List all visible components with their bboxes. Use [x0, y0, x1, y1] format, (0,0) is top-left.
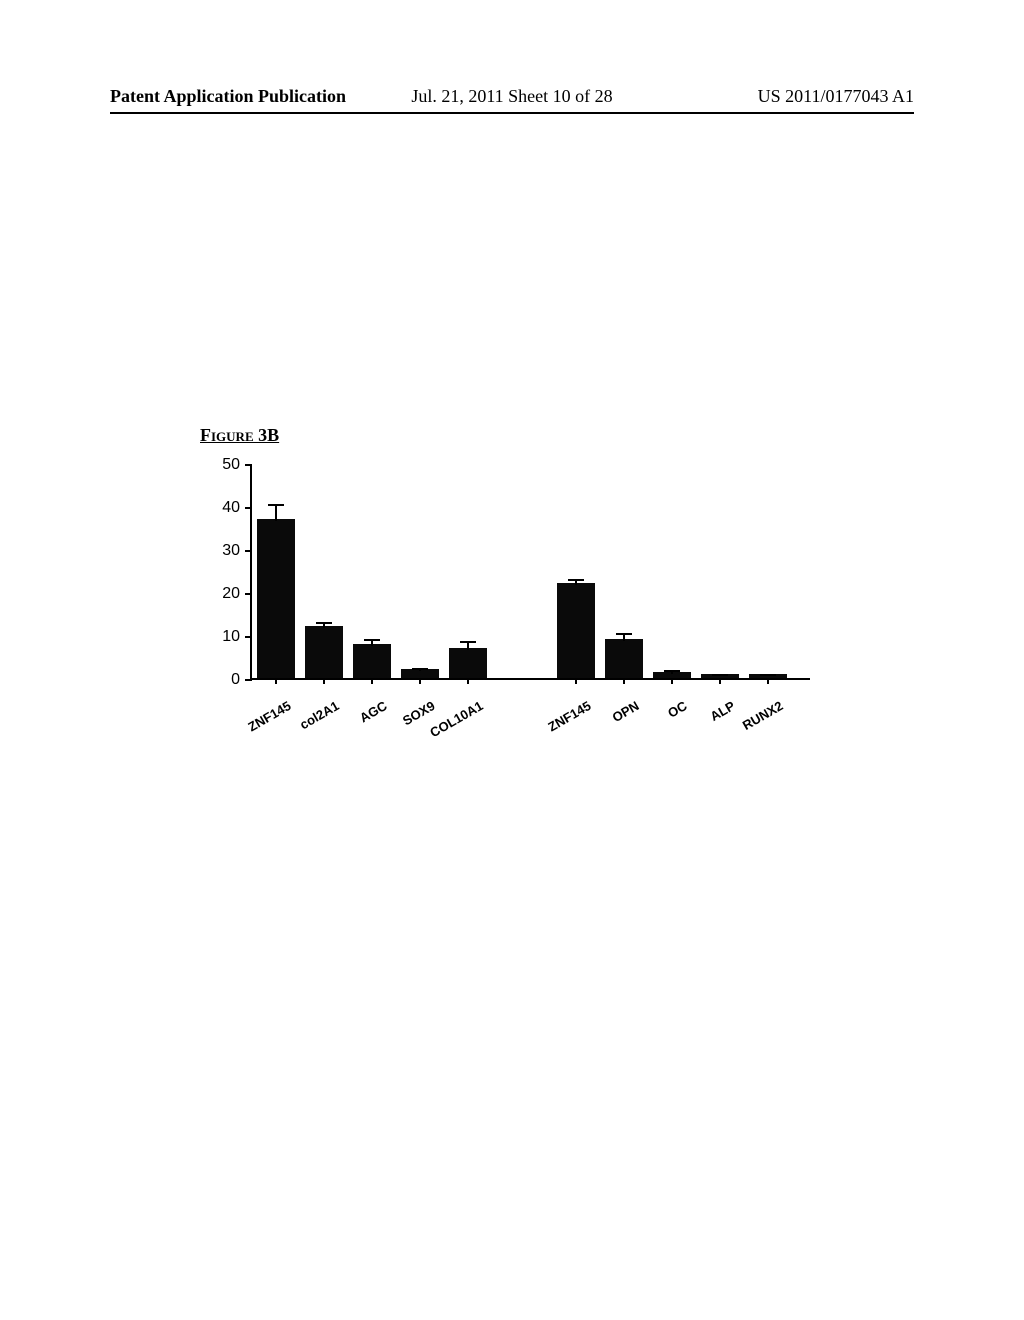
y-axis-label: 20 [222, 585, 240, 603]
error-cap [460, 641, 476, 643]
x-tick [467, 678, 469, 684]
error-cap [616, 633, 632, 635]
y-axis-label: 50 [222, 456, 240, 474]
error-cap [760, 674, 776, 676]
bar [449, 648, 487, 678]
x-tick [323, 678, 325, 684]
y-tick [245, 464, 252, 466]
y-axis-label: 10 [222, 628, 240, 646]
x-tick [719, 678, 721, 684]
bar [305, 626, 343, 678]
y-tick [245, 636, 252, 638]
x-tick [671, 678, 673, 684]
error-cap [568, 579, 584, 581]
figure-label: Figure 3B [200, 425, 279, 446]
y-axis-label: 40 [222, 499, 240, 517]
plot-area: 01020304050ZNF145col2A1AGCSOX9COL10A1ZNF… [250, 465, 810, 680]
bar [557, 583, 595, 678]
y-tick [245, 679, 252, 681]
bar [353, 644, 391, 678]
error-cap [412, 668, 428, 670]
x-tick [575, 678, 577, 684]
y-axis-label: 0 [231, 671, 240, 689]
y-tick [245, 550, 252, 552]
bar [257, 519, 295, 678]
x-tick [371, 678, 373, 684]
error-cap [268, 504, 284, 506]
y-tick [245, 507, 252, 509]
error-cap [364, 639, 380, 641]
x-tick [623, 678, 625, 684]
error-bar [275, 504, 277, 521]
x-tick [419, 678, 421, 684]
error-cap [712, 674, 728, 676]
x-tick [767, 678, 769, 684]
y-tick [245, 593, 252, 595]
page-header: Patent Application Publication Jul. 21, … [0, 86, 1024, 107]
header-center: Jul. 21, 2011 Sheet 10 of 28 [411, 86, 612, 107]
bar-chart: 01020304050ZNF145col2A1AGCSOX9COL10A1ZNF… [195, 465, 810, 745]
y-axis-label: 30 [222, 542, 240, 560]
bar [605, 639, 643, 678]
error-cap [316, 622, 332, 624]
header-left: Patent Application Publication [110, 86, 346, 107]
x-tick [275, 678, 277, 684]
header-rule [110, 112, 914, 114]
header-right: US 2011/0177043 A1 [758, 86, 914, 107]
error-cap [664, 670, 680, 672]
